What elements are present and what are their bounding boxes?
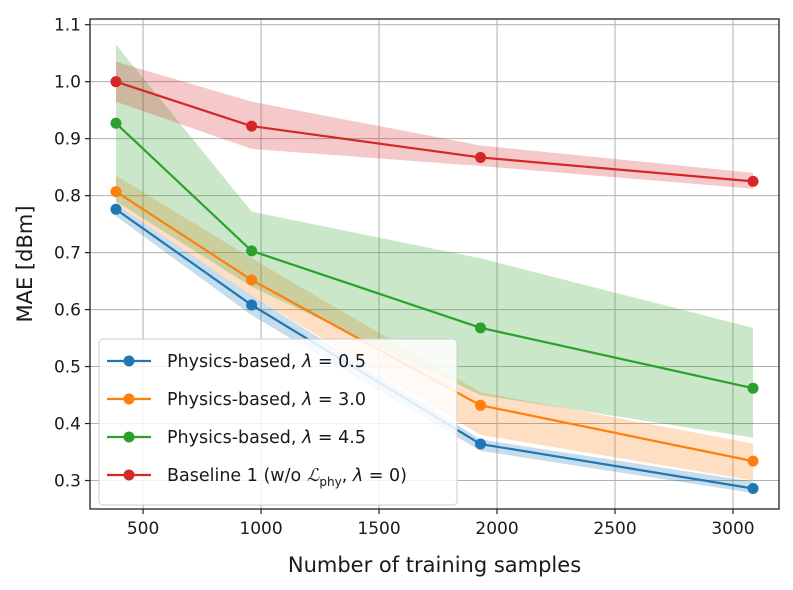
grid-lines: [90, 19, 779, 509]
y-tick-label: 0.9: [54, 130, 81, 150]
confidence-band-series-2: [115, 44, 754, 438]
legend-label: Physics-based, λ = 4.5: [167, 428, 366, 448]
x-tick-label: 2000: [475, 519, 518, 539]
legend-label: Physics-based, λ = 0.5: [167, 352, 366, 372]
y-tick-label: 0.4: [54, 415, 81, 435]
data-point-series-0: [246, 299, 258, 311]
legend-entry: Physics-based, λ = 3.0: [107, 390, 366, 410]
y-axis-label: MAE [dBm]: [13, 205, 37, 322]
y-tick-label: 1.1: [54, 16, 81, 36]
series-line-2: [115, 122, 754, 390]
y-tick-label: 0.5: [54, 358, 81, 378]
y-tick-label: 0.6: [54, 301, 81, 321]
data-point-series-2: [110, 117, 122, 129]
y-tick-label: 0.3: [54, 472, 81, 492]
x-tick-label: 1500: [357, 519, 400, 539]
data-point-series-1: [110, 186, 122, 198]
data-point-series-1: [475, 399, 487, 411]
y-tick-label: 0.7: [54, 244, 81, 264]
legend-marker-swatch: [123, 469, 135, 481]
series-line-3: [115, 80, 754, 183]
x-tick-label: 3000: [711, 519, 754, 539]
legend-marker-swatch: [123, 393, 135, 405]
data-point-series-3: [475, 151, 487, 163]
data-point-series-0: [110, 203, 122, 215]
data-point-series-1: [747, 455, 759, 467]
legend-label: Baseline 1 (w/o ℒphy, λ = 0): [167, 466, 407, 489]
x-tick-label: 500: [127, 519, 159, 539]
data-point-series-0: [475, 438, 487, 450]
data-point-series-3: [246, 120, 258, 132]
confidence-bands: [115, 44, 754, 494]
y-axis-ticks: 0.3 0.4 0.5 0.6 0.7 0.8 0.9 1.0 1.1: [54, 16, 90, 492]
data-point-series-0: [747, 482, 759, 494]
data-point-series-2: [475, 322, 487, 334]
legend-marker-swatch: [123, 355, 135, 367]
confidence-band-series-3: [115, 61, 754, 189]
legend-entry: Baseline 1 (w/o ℒphy, λ = 0): [107, 466, 407, 489]
plot-frame: [89, 18, 780, 510]
series-markers: [110, 76, 759, 494]
legend-entry: Physics-based, λ = 0.5: [107, 352, 366, 372]
data-point-series-3: [110, 76, 122, 88]
legend-label: Physics-based, λ = 3.0: [167, 390, 366, 410]
x-tick-label: 2500: [593, 519, 636, 539]
x-axis-label: Number of training samples: [288, 553, 581, 577]
data-point-series-1: [246, 274, 258, 286]
legend: Physics-based, λ = 0.5 Physics-based, λ =…: [98, 338, 458, 506]
confidence-band-series-1: [115, 175, 754, 481]
x-axis-ticks: 500 1000 1500 2000 2500 3000: [127, 509, 755, 539]
data-point-series-2: [747, 382, 759, 394]
y-tick-label: 0.8: [54, 187, 81, 207]
data-point-series-2: [246, 245, 258, 257]
x-tick-label: 1000: [239, 519, 282, 539]
y-tick-label: 1.0: [54, 73, 81, 93]
legend-entry: Physics-based, λ = 4.5: [107, 428, 366, 448]
data-point-series-3: [747, 175, 759, 187]
legend-box: [98, 338, 458, 506]
legend-marker-swatch: [123, 431, 135, 443]
